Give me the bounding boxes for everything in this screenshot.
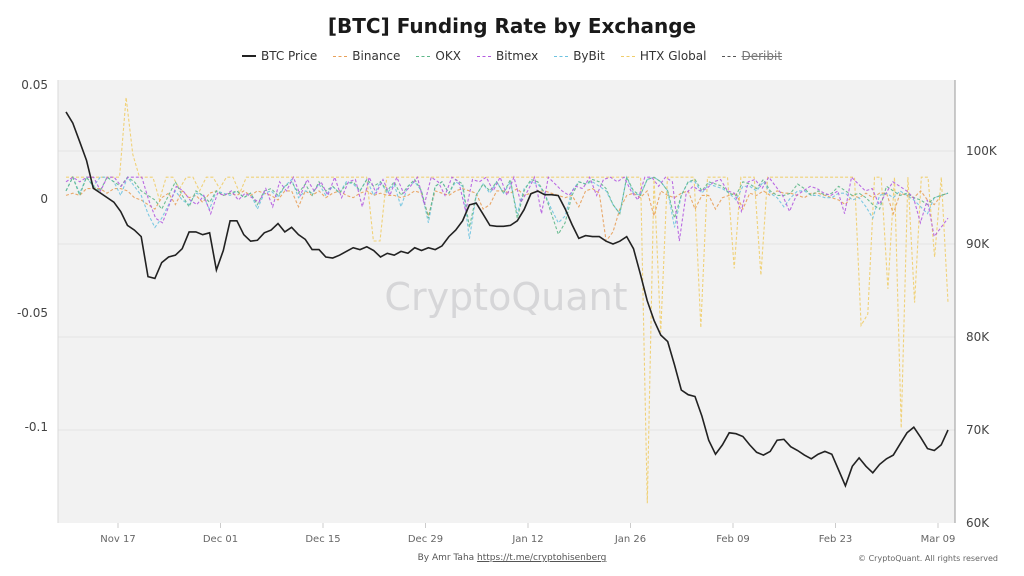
right-axis-tick: 90K — [966, 237, 990, 251]
legend-item-bitmex[interactable]: Bitmex — [476, 49, 539, 63]
x-axis-tick: Jan 26 — [614, 534, 647, 545]
x-axis-tick: Mar 09 — [920, 534, 956, 545]
series-okx — [65, 175, 949, 236]
x-axis-tick: Feb 09 — [716, 534, 750, 545]
legend-item-btc-price[interactable]: BTC Price — [241, 49, 318, 63]
x-axis-tick: Dec 29 — [407, 534, 444, 545]
legend-line-icon — [241, 55, 256, 57]
legend-label: OKX — [435, 49, 461, 63]
x-axis-tick: Dec 01 — [202, 534, 239, 545]
series-htx-global — [66, 97, 949, 504]
right-axis-tick: 60K — [966, 516, 990, 530]
legend-label: ByBit — [573, 49, 605, 63]
x-axis-tick: Feb 23 — [818, 534, 853, 545]
series-bitmex — [65, 175, 949, 242]
legend-label: HTX Global — [639, 49, 707, 63]
series-binance — [65, 187, 949, 243]
legend-line-icon — [416, 55, 431, 57]
footer-credit: By Amr Taha https://t.me/cryptohisenberg — [0, 553, 1024, 563]
chart-title: [BTC] Funding Rate by Exchange — [327, 14, 697, 38]
legend-label: Binance — [352, 49, 401, 63]
legend-line-icon — [722, 55, 737, 57]
x-axis-tick: Nov 17 — [100, 534, 136, 545]
footer-link[interactable]: https://t.me/cryptohisenberg — [477, 553, 607, 563]
legend-line-icon — [554, 55, 569, 57]
right-axis-tick: 80K — [966, 330, 990, 344]
gridlines — [58, 150, 955, 431]
legend-label: Bitmex — [495, 49, 539, 63]
copyright-text: © CryptoQuant. All rights reserved — [858, 554, 998, 563]
footer-author: By Amr Taha — [417, 553, 475, 563]
x-axis-tick: Jan 12 — [512, 534, 544, 545]
legend-label: BTC Price — [260, 49, 318, 63]
left-axis-tick: -0.1 — [24, 420, 48, 434]
chart-legend: BTC Price Binance OKX Bitmex ByBit HTX Global… — [0, 49, 1024, 63]
x-axis-tick: Dec 15 — [305, 534, 341, 545]
right-axis-tick: 70K — [966, 423, 990, 437]
legend-line-icon — [476, 55, 491, 57]
series-btc-price — [65, 111, 949, 488]
plot-background — [58, 80, 955, 523]
legend-item-okx[interactable]: OKX — [416, 49, 461, 63]
series-lines — [65, 97, 949, 504]
legend-item-htx-global[interactable]: HTX Global — [620, 49, 707, 63]
legend-item-bybit[interactable]: ByBit — [554, 49, 605, 63]
left-axis-tick: -0.05 — [16, 306, 48, 320]
legend-label: Deribit — [741, 49, 783, 63]
right-axis-tick: 100K — [966, 144, 997, 158]
watermark: CryptoQuant — [384, 275, 627, 319]
legend-item-binance[interactable]: Binance — [333, 49, 400, 63]
legend-line-icon — [620, 55, 635, 57]
legend-item-deribit[interactable]: Deribit — [722, 49, 782, 63]
legend-line-icon — [333, 55, 348, 57]
left-axis-tick: 0 — [40, 192, 48, 206]
left-axis-tick: 0.05 — [21, 78, 48, 92]
